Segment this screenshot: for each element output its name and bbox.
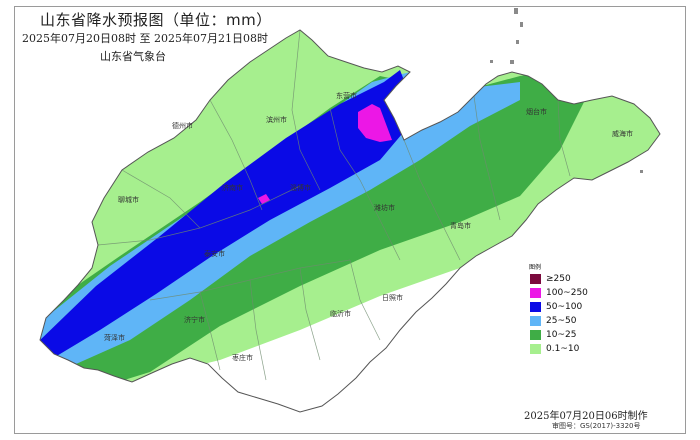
city-label: 烟台市 — [526, 107, 547, 116]
legend-label: 10~25 — [546, 330, 577, 340]
legend-item: 50~100 — [529, 300, 621, 314]
city-label: 菏泽市 — [104, 333, 125, 342]
legend-label: 50~100 — [546, 302, 583, 312]
city-label: 滨州市 — [266, 115, 287, 124]
legend-item: ≥250 — [529, 272, 621, 286]
legend-swatch — [529, 329, 542, 341]
forecast-period: 2025年07月20日08时 至 2025年07月21日08时 — [22, 32, 268, 45]
legend-swatch — [529, 315, 542, 327]
city-label: 淄博市 — [290, 183, 311, 192]
legend-item: 0.1~10 — [529, 342, 621, 356]
map-approval-number: 审图号：GS(2017)-3320号 — [552, 422, 641, 430]
legend-label: 0.1~10 — [546, 344, 580, 354]
city-label: 青岛市 — [450, 221, 471, 230]
legend-heading: 图例 — [529, 264, 542, 271]
legend-item: 25~50 — [529, 314, 621, 328]
city-label: 威海市 — [612, 129, 633, 138]
map-title: 山东省降水预报图（单位：mm） — [40, 11, 272, 29]
legend-swatch — [529, 273, 542, 285]
legend: 图例 ≥250 100~250 50~100 25~50 10~25 0.1~1… — [529, 262, 621, 356]
issuing-agency: 山东省气象台 — [100, 50, 166, 63]
legend-item: 100~250 — [529, 286, 621, 300]
legend-label: 25~50 — [546, 316, 577, 326]
city-label: 聊城市 — [118, 195, 139, 204]
city-label: 德州市 — [172, 121, 193, 130]
legend-label: 100~250 — [546, 288, 588, 298]
islands — [490, 8, 643, 173]
city-label: 日照市 — [382, 293, 403, 302]
legend-swatch — [529, 287, 542, 299]
city-label: 临沂市 — [330, 309, 351, 318]
city-label: 东营市 — [336, 91, 357, 100]
city-label: 济南市 — [222, 183, 243, 192]
city-label: 泰安市 — [204, 249, 225, 258]
legend-item: 10~25 — [529, 328, 621, 342]
city-label: 济宁市 — [184, 315, 205, 324]
legend-swatch — [529, 301, 542, 313]
city-label: 潍坊市 — [374, 203, 395, 212]
city-label: 枣庄市 — [232, 353, 253, 362]
legend-label: ≥250 — [546, 274, 571, 284]
production-time: 2025年07月20日06时制作 — [524, 411, 648, 422]
legend-swatch — [529, 343, 542, 355]
